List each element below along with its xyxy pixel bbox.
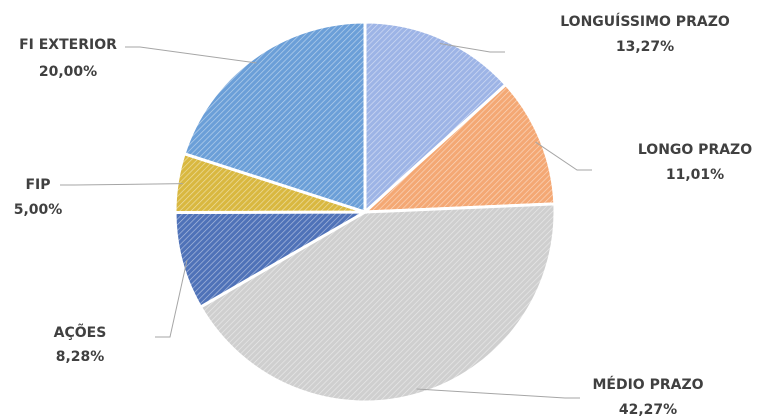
- leader-line: [416, 388, 580, 399]
- slice-label: FI EXTERIOR: [19, 37, 117, 53]
- slice-value-label: 13,27%: [616, 39, 674, 55]
- slice-label: AÇÕES: [54, 323, 107, 341]
- slice-label: LONGO PRAZO: [638, 142, 752, 158]
- leader-line: [155, 259, 188, 338]
- leader-line: [125, 46, 257, 64]
- slice-label: FIP: [25, 177, 50, 193]
- pie-slice: [182, 20, 367, 215]
- pie-slice: [198, 202, 557, 404]
- slice-value-label: 8,28%: [56, 349, 105, 365]
- slice-value-label: 11,01%: [666, 167, 724, 183]
- slice-label: LONGUÍSSIMO PRAZO: [560, 13, 730, 30]
- pie-slice: [173, 210, 371, 310]
- slice-value-label: 5,00%: [14, 202, 63, 218]
- leader-line: [535, 141, 592, 171]
- leader-line: [439, 43, 505, 53]
- slice-value-label: 20,00%: [39, 64, 97, 80]
- pie-slice: [360, 82, 557, 214]
- slice-label: MÉDIO PRAZO: [592, 376, 703, 393]
- pie-slice: [363, 20, 508, 216]
- slice-value-label: 42,27%: [619, 402, 677, 418]
- leader-line: [60, 183, 183, 186]
